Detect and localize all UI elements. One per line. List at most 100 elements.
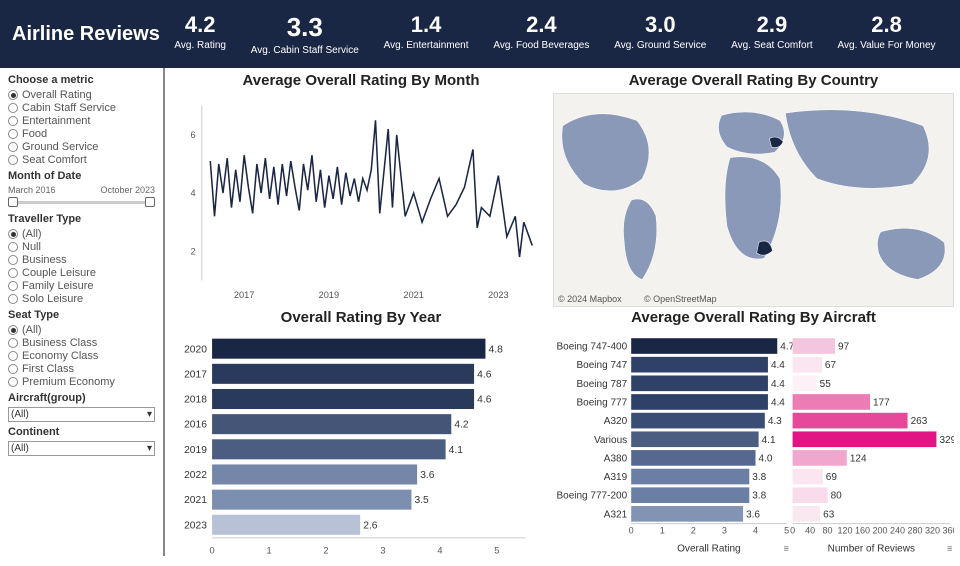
metric-3[interactable]: 2.4Avg. Food Beverages (493, 12, 589, 56)
metric-label: Avg. Value For Money (838, 40, 936, 51)
line-chart[interactable]: 2462017201920212023 (171, 93, 551, 309)
svg-text:Boeing 747: Boeing 747 (576, 360, 627, 371)
radio-option[interactable]: Business (8, 254, 155, 266)
radio-option[interactable]: (All) (8, 324, 155, 336)
radio-option[interactable]: Cabin Staff Service (8, 102, 155, 114)
svg-text:4.6: 4.6 (477, 369, 492, 380)
radio-label: First Class (22, 363, 74, 375)
svg-text:160: 160 (855, 526, 870, 536)
aircraft-panel: Average Overall Rating By Aircraft Boein… (553, 309, 954, 561)
radio-label: Couple Leisure (22, 267, 96, 279)
radio-option[interactable]: Premium Economy (8, 376, 155, 388)
metric-1[interactable]: 3.3Avg. Cabin Staff Service (251, 12, 359, 56)
metric-value: 3.0 (614, 12, 706, 38)
radio-icon (8, 325, 18, 335)
svg-text:4.2: 4.2 (454, 420, 469, 431)
svg-text:4.1: 4.1 (449, 445, 464, 456)
svg-text:63: 63 (823, 509, 835, 520)
svg-text:Boeing 777-200: Boeing 777-200 (556, 491, 627, 502)
svg-text:4.4: 4.4 (771, 379, 785, 390)
metric-label: Avg. Entertainment (384, 40, 469, 51)
svg-text:2019: 2019 (184, 445, 207, 456)
radio-icon (8, 351, 18, 361)
chevron-down-icon: ▾ (147, 443, 152, 454)
metric-label: Avg. Ground Service (614, 40, 706, 51)
radio-option[interactable]: First Class (8, 363, 155, 375)
svg-text:3.8: 3.8 (752, 472, 766, 483)
radio-option[interactable]: Couple Leisure (8, 267, 155, 279)
svg-text:2021: 2021 (403, 290, 424, 300)
svg-text:360: 360 (942, 526, 954, 536)
svg-text:69: 69 (826, 472, 838, 483)
radio-option[interactable]: Business Class (8, 337, 155, 349)
radio-option[interactable]: Solo Leisure (8, 293, 155, 305)
body: Choose a metricOverall RatingCabin Staff… (0, 68, 960, 556)
filter-title: Seat Type (8, 309, 155, 321)
radio-option[interactable]: Family Leisure (8, 280, 155, 292)
svg-text:40: 40 (805, 526, 815, 536)
svg-text:Overall Rating: Overall Rating (677, 544, 740, 555)
metric-value: 3.3 (251, 12, 359, 43)
date-slider[interactable] (8, 197, 155, 209)
svg-text:80: 80 (831, 491, 843, 502)
year-chart-title: Overall Rating By Year (171, 309, 551, 326)
svg-text:3.5: 3.5 (414, 495, 429, 506)
svg-text:6: 6 (191, 130, 196, 140)
svg-text:4.7: 4.7 (780, 342, 794, 353)
metric-4[interactable]: 3.0 Avg. Ground Service (614, 12, 706, 56)
svg-text:2016: 2016 (184, 420, 207, 431)
continent-dropdown[interactable]: (All)▾ (8, 441, 155, 456)
year-chart-panel: Overall Rating By Year 20204.820174.6201… (171, 309, 551, 561)
sidebar: Choose a metric Overall RatingCabin Staff… (0, 68, 165, 556)
radio-option[interactable]: Overall Rating (8, 89, 155, 101)
radio-icon (8, 294, 18, 304)
svg-text:329: 329 (939, 435, 954, 446)
svg-text:4.0: 4.0 (759, 453, 773, 464)
radio-label: Premium Economy (22, 376, 115, 388)
svg-text:2018: 2018 (184, 395, 207, 406)
filter-title: Traveller Type (8, 213, 155, 225)
radio-option[interactable]: Null (8, 241, 155, 253)
svg-text:3: 3 (722, 526, 727, 536)
svg-text:120: 120 (838, 526, 853, 536)
map-attrib-right: © OpenStreetMap (644, 294, 717, 304)
filter-title: Continent (8, 426, 155, 438)
metric-5[interactable]: 2.9Avg. Seat Comfort (731, 12, 813, 56)
map-chart[interactable]: © 2024 Mapbox © OpenStreetMap (553, 93, 954, 307)
metric-label: Avg. Rating (174, 40, 226, 51)
svg-text:4: 4 (437, 545, 442, 555)
radio-icon (8, 338, 18, 348)
radio-icon (8, 116, 18, 126)
filter-title: Month of Date (8, 170, 155, 182)
radio-option[interactable]: Food (8, 128, 155, 140)
svg-text:Boeing 787: Boeing 787 (576, 379, 627, 390)
metric-0[interactable]: 4.2Avg. Rating (174, 12, 226, 56)
svg-text:80: 80 (823, 526, 833, 536)
filter-title: Choose a metric (8, 74, 155, 86)
chevron-down-icon: ▾ (147, 409, 152, 420)
svg-text:2023: 2023 (184, 520, 207, 531)
metrics-row: 4.2Avg. Rating 3.3Avg. Cabin Staff Servic… (162, 12, 948, 56)
metric-label: Avg. Food Beverages (493, 40, 589, 51)
radio-option[interactable]: Ground Service (8, 141, 155, 153)
metric-6[interactable]: 2.8Avg. Value For Money (838, 12, 936, 56)
aircraft-charts[interactable]: Boeing 747-4004.797Boeing 7474.467Boeing… (553, 330, 954, 561)
radio-label: Food (22, 128, 47, 140)
year-chart[interactable]: 20204.820174.620184.620164.220194.120223… (171, 330, 551, 561)
svg-text:Various: Various (594, 435, 627, 446)
svg-text:0: 0 (790, 526, 795, 536)
metric-2[interactable]: 1.4 Avg. Entertainment (384, 12, 469, 56)
radio-option[interactable]: Seat Comfort (8, 154, 155, 166)
radio-icon (8, 281, 18, 291)
date-filter: Month of Date March 2016October 2023 (8, 170, 155, 209)
radio-label: Business (22, 254, 67, 266)
radio-option[interactable]: Economy Class (8, 350, 155, 362)
svg-text:2: 2 (691, 526, 696, 536)
svg-text:124: 124 (850, 453, 867, 464)
radio-option[interactable]: Entertainment (8, 115, 155, 127)
metric-value: 1.4 (384, 12, 469, 38)
radio-option[interactable]: (All) (8, 228, 155, 240)
radio-label: (All) (22, 228, 42, 240)
aircraft-dropdown[interactable]: (All)▾ (8, 407, 155, 422)
svg-text:Boeing 777: Boeing 777 (576, 397, 627, 408)
